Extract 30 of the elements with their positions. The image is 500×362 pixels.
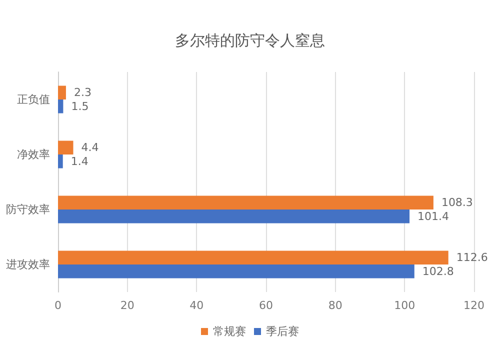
bar <box>58 140 74 154</box>
data-label: 4.4 <box>81 141 99 154</box>
data-label: 2.3 <box>74 86 92 100</box>
y-tick-label: 防守效率 <box>6 203 50 216</box>
data-label: 1.5 <box>71 100 89 113</box>
data-label: 112.6 <box>456 251 488 264</box>
bar <box>58 154 63 168</box>
data-label: 108.3 <box>441 196 473 210</box>
bar <box>58 100 64 114</box>
data-label: 102.8 <box>422 264 454 278</box>
x-tick-label: 40 <box>190 299 204 312</box>
bar <box>58 250 448 264</box>
x-tick-label: 80 <box>328 299 342 312</box>
bar <box>58 210 410 224</box>
x-tick-label: 60 <box>259 299 273 312</box>
x-tick-label: 0 <box>54 299 62 312</box>
y-tick-label: 正负值 <box>17 93 50 106</box>
x-tick-label: 100 <box>394 299 416 312</box>
x-tick-label: 120 <box>464 299 484 312</box>
y-tick-label: 净效率 <box>17 148 50 161</box>
x-tick-label: 20 <box>120 299 134 312</box>
chart-title: 多尔特的防守令人窒息 <box>175 32 325 50</box>
y-tick-label: 进攻效率 <box>6 258 50 271</box>
legend-label: 季后赛 <box>266 325 299 338</box>
bar <box>58 196 434 210</box>
bar <box>58 264 414 278</box>
bar <box>58 86 66 100</box>
data-label: 101.4 <box>418 210 450 223</box>
data-label: 1.4 <box>70 154 88 168</box>
legend-label: 常规赛 <box>213 325 246 338</box>
